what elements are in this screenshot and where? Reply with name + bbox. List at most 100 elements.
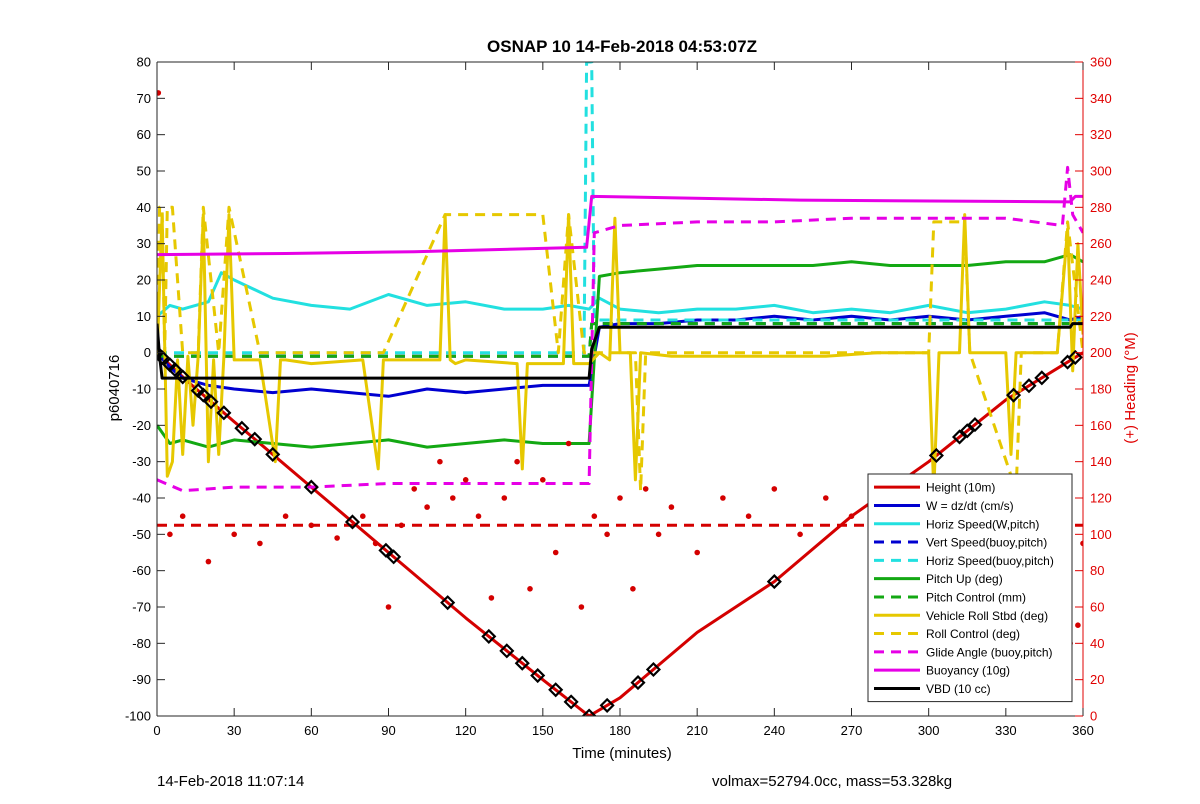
y2-tick-label: 60 <box>1090 600 1104 615</box>
series-line-horiz-speed-buoy-pitch <box>157 62 1083 355</box>
y-tick-label: 60 <box>137 127 151 142</box>
x-tick-label: 300 <box>918 723 940 738</box>
y2-tick-label: 140 <box>1090 454 1112 469</box>
y-tick-label: 70 <box>137 91 151 106</box>
y-tick-label: 50 <box>137 164 151 179</box>
heading-point <box>257 540 263 547</box>
legend-label: Buoyancy (10g) <box>926 664 1010 678</box>
height-marker <box>344 514 361 530</box>
height-marker <box>195 387 211 403</box>
y2-tick-label: 280 <box>1090 200 1112 215</box>
heading-point <box>797 531 803 538</box>
height-marker <box>386 549 402 565</box>
height-marker <box>548 682 564 698</box>
height-marker <box>265 446 281 462</box>
y-tick-label: 20 <box>137 273 151 288</box>
legend-box <box>867 473 1073 703</box>
x-tick-label: 270 <box>841 723 863 738</box>
y-tick-label: -60 <box>132 563 151 578</box>
x-tick-label: 120 <box>455 723 477 738</box>
y-tick-label: 40 <box>137 200 151 215</box>
heading-point <box>231 531 237 538</box>
x-tick-label: 30 <box>227 723 241 738</box>
legend-label: Roll Control (deg) <box>926 627 1020 641</box>
height-marker <box>563 694 579 710</box>
heading-point <box>604 531 610 538</box>
y-tick-label: -80 <box>132 636 151 651</box>
legend-label: Glide Angle (buoy,pitch) <box>926 645 1053 659</box>
legend-label: Pitch Up (deg) <box>926 572 1003 586</box>
height-marker <box>234 420 250 436</box>
x-tick-label: 210 <box>686 723 708 738</box>
heading-point <box>334 535 340 541</box>
heading-point <box>848 513 855 519</box>
height-marker <box>303 479 319 495</box>
heading-point <box>540 477 546 483</box>
y2-tick-label: 160 <box>1090 418 1112 433</box>
height-marker <box>481 628 497 644</box>
y-tick-label: 80 <box>137 55 151 70</box>
series-line-pitch-control-mm <box>157 322 1083 358</box>
heading-point <box>642 486 649 492</box>
y2-tick-label: 360 <box>1090 55 1112 70</box>
heading-point <box>205 558 212 565</box>
height-marker <box>378 542 394 558</box>
height-marker <box>645 661 661 678</box>
height-marker <box>167 362 183 378</box>
series-line-horiz-speed-w-pitch <box>157 271 1083 318</box>
height-marker <box>499 643 515 659</box>
y2-tick-label: 80 <box>1090 563 1104 578</box>
height-marker <box>599 697 615 713</box>
y2-tick-label: 240 <box>1090 273 1112 288</box>
y2-tick-label: 320 <box>1090 127 1112 142</box>
height-marker <box>967 417 983 433</box>
x-tick-label: 0 <box>153 723 160 738</box>
y-tick-label: -50 <box>132 527 151 542</box>
height-marker <box>630 675 646 691</box>
y2-tick-label: 120 <box>1090 491 1112 506</box>
y2-tick-label: 220 <box>1090 309 1112 324</box>
y-tick-label: -40 <box>132 491 151 506</box>
heading-point <box>488 595 495 601</box>
y2-tick-label: 40 <box>1090 636 1104 651</box>
heading-point <box>578 604 585 610</box>
series-line-buoyancy-10g <box>157 194 1083 257</box>
legend-label: Horiz Speed(W,pitch) <box>926 517 1039 531</box>
x-tick-label: 150 <box>532 723 554 738</box>
x-tick-label: 330 <box>995 723 1017 738</box>
series-line-roll-control-deg <box>157 205 1083 493</box>
y-tick-label: -100 <box>125 709 151 724</box>
series-line-vehicle-roll-stbd-deg <box>157 213 1083 493</box>
heading-point <box>745 513 752 519</box>
legend-label: VBD (10 cc) <box>926 682 991 696</box>
y2-tick-label: 200 <box>1090 345 1112 360</box>
x-tick-label: 60 <box>304 723 318 738</box>
y-tick-label: -90 <box>132 672 151 687</box>
y-axis-label: p6040716 <box>106 355 123 422</box>
y2-tick-label: 300 <box>1090 164 1112 179</box>
heading-point <box>514 458 520 465</box>
heading-point <box>694 549 700 556</box>
x-tick-label: 240 <box>763 723 785 738</box>
chart-title: OSNAP 10 14-Feb-2018 04:53:07Z <box>487 37 757 56</box>
height-marker <box>203 394 219 410</box>
height-marker <box>514 655 530 671</box>
height-marker <box>928 447 944 464</box>
heading-point <box>668 504 675 510</box>
height-marker <box>440 595 456 611</box>
heading-point <box>1080 540 1083 547</box>
legend-label: Height (10m) <box>926 481 995 495</box>
series-line-glide-angle-buoy-pitch <box>157 165 1083 493</box>
footer-timestamp: 14-Feb-2018 11:07:14 <box>157 773 305 790</box>
y-tick-label: 0 <box>144 345 151 360</box>
y2-tick-label: 180 <box>1090 382 1112 397</box>
heading-point <box>630 586 636 592</box>
x-axis-label: Time (minutes) <box>572 745 671 762</box>
heading-point <box>1075 622 1081 628</box>
heading-point <box>823 495 829 501</box>
height-marker <box>1034 370 1050 386</box>
y-tick-label: -20 <box>132 418 151 433</box>
y-tick-label: -10 <box>132 382 151 397</box>
legend-label: Pitch Control (mm) <box>926 590 1026 604</box>
heading-point <box>591 513 598 519</box>
